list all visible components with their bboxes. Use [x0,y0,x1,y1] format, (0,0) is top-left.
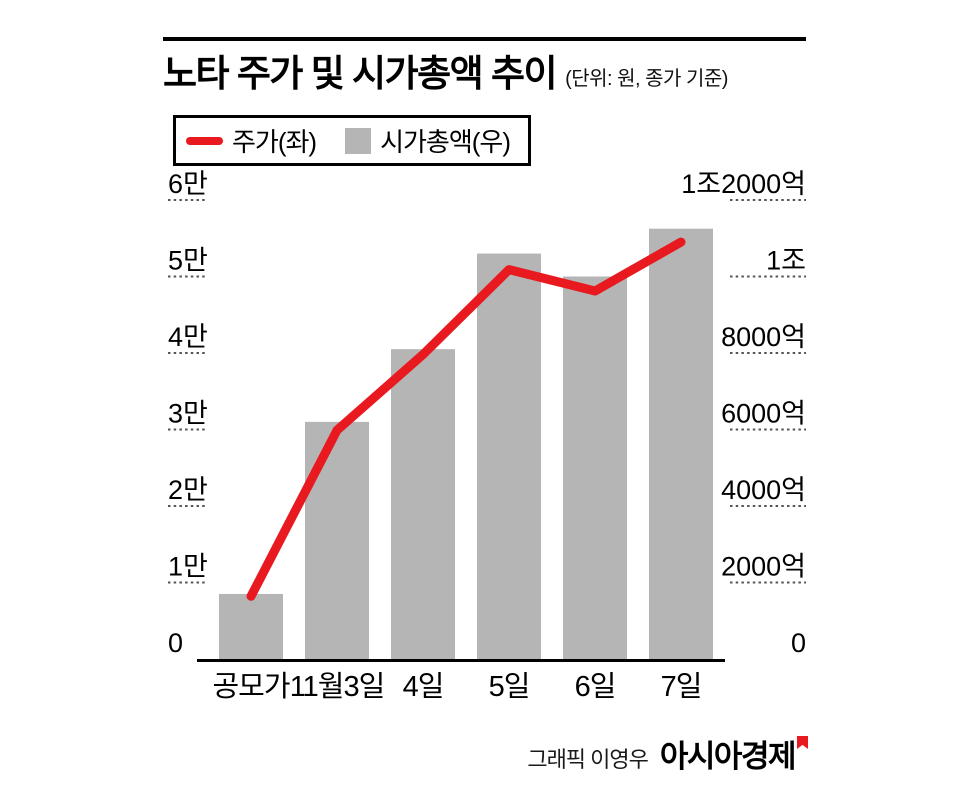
price-legend-label: 주가(좌) [232,127,317,157]
right-axis-tick-label: 2000억 [721,552,806,582]
left-axis-tick-label: 5만 [168,246,208,276]
right-axis-tick-label: 1조 [766,246,806,276]
marketcap-bar [477,253,541,660]
left-axis-tick-label: 3만 [168,399,208,429]
x-axis-label: 7일 [661,671,702,703]
x-axis-label: 공모가 [212,671,289,703]
left-axis-tick-label: 4만 [168,322,208,352]
x-axis-label: 11월3일 [290,670,385,703]
unit-note: (단위: 원, 종가 기준) [565,67,728,90]
left-axis-tick-label: 1만 [168,552,208,582]
right-axis-tick-label: 8000억 [721,322,806,352]
marketcap-bar [649,228,713,659]
x-axis-label: 5일 [489,671,530,703]
marketcap-bar [391,349,455,659]
page-title: 노타 주가 및 시가총액 추이 [163,53,558,94]
marketcap-bar-swatch [345,127,372,154]
header: 노타 주가 및 시가총액 추이 (단위: 원, 종가 기준) [163,53,728,95]
x-axis-label: 6일 [575,671,616,703]
right-axis-tick-label: 4000억 [721,475,806,505]
brand-name: 아시아경제 [659,739,797,774]
x-axis-label: 4일 [403,671,444,703]
graphic-credit: 그래픽 이영우 [527,747,649,772]
price-line-swatch [186,136,223,145]
marketcap-legend-label: 시가총액(우) [380,127,511,157]
left-axis-tick-label: 6만 [168,169,208,199]
marketcap-bar [563,276,627,659]
marketcap-bar [219,593,283,659]
right-axis-tick-label: 1조2000억 [681,169,806,199]
footer: 그래픽 이영우 아시아경제 [163,731,808,776]
price-line [246,237,686,601]
top-rule [163,37,806,41]
left-axis-tick-label: 0 [168,628,183,658]
left-axis-tick-label: 2만 [168,475,208,505]
brand-logo: 아시아경제 [660,731,808,776]
right-axis-tick-label: 0 [791,628,806,658]
right-axis-tick-label: 6000억 [721,399,806,429]
marketcap-bar [305,421,369,659]
chart-legend: 주가(좌) 시가총액(우) [173,115,531,166]
asiae-flag-icon [797,736,808,749]
